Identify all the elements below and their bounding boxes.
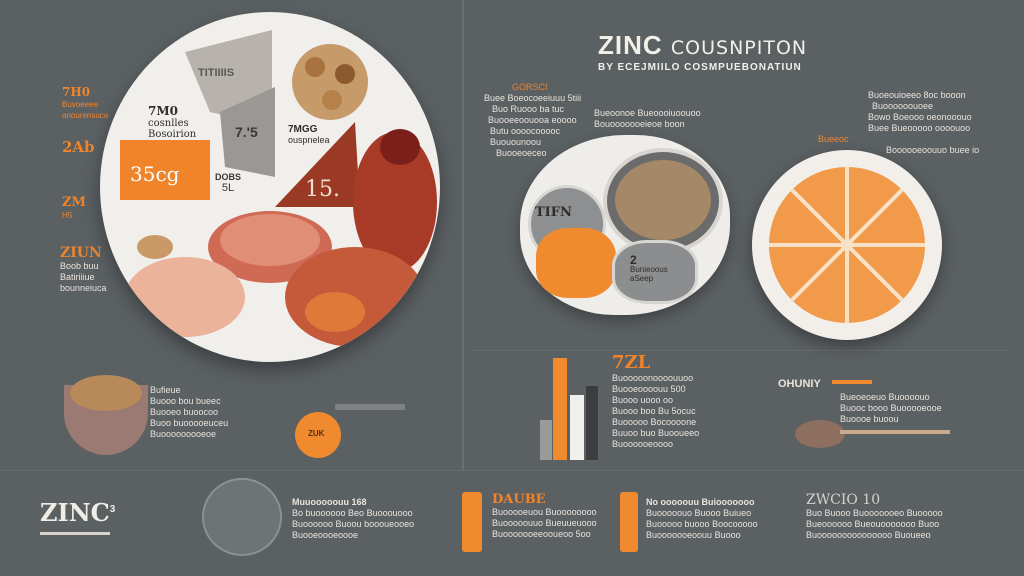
nuts-left xyxy=(137,235,173,259)
plate-segments xyxy=(120,30,437,347)
plate-zinc-segment: 7MGG ouspnelea xyxy=(288,124,330,145)
bar-2 xyxy=(553,358,567,460)
left-label-4: ZIUN Boob buu Batiriiiue bounneiuca xyxy=(60,245,107,293)
meat-right xyxy=(353,132,437,272)
grey-bowl-2 xyxy=(612,240,698,304)
callout-notes: Bueoonoe Bueoooiuoouoo Bouooooooeieoe bo… xyxy=(594,108,701,129)
plate-small-segment: DOBS 5L xyxy=(215,172,242,194)
orange-slices xyxy=(769,167,925,323)
blob-small-text: 2 Bunieoous aSeep xyxy=(630,253,668,283)
lower-right-notes: Bueoeoeuo Buoooouo Buooc booo Buooooeooe… xyxy=(840,392,942,424)
bar-4 xyxy=(586,386,598,460)
nut-bowl-left xyxy=(64,375,148,455)
meat-bottom xyxy=(285,247,425,347)
orange-food xyxy=(536,228,616,298)
food-plate: TITIIIIS 7M0 cosnlles Bosoirion 7.'5 7MG… xyxy=(100,12,440,362)
plate-top-label: TITIIIIS xyxy=(198,67,235,79)
plate-orange-label: 35cg xyxy=(130,162,180,186)
plate-zinc-block: 7M0 cosnlles Bosoirion xyxy=(148,104,197,140)
center-divider xyxy=(462,0,464,470)
shrimp-pile xyxy=(125,257,245,337)
footer-col-4: ZWCIO 10 Buo Buooo Buooooooeo Buooooo Bu… xyxy=(806,492,943,540)
footer-logo: ZINC3 xyxy=(40,498,116,527)
bar-1 xyxy=(540,420,552,460)
nut-bowl xyxy=(603,148,723,254)
footer-col-2: DAUBE Buooooeuou Buoooooooo Buooooouuo B… xyxy=(492,492,597,539)
segment-grey-mid xyxy=(220,87,275,177)
left-label-3: ZM H5 xyxy=(62,195,86,220)
ball-bar xyxy=(335,404,405,410)
footer-col-1: Muuooooouu 168 Bo buoooooo Beo Buooouooo… xyxy=(292,497,415,540)
blob-label: TIFN xyxy=(535,205,572,220)
footer-logo-underline xyxy=(40,532,110,535)
segment-orange xyxy=(120,140,210,200)
footer-icon-1 xyxy=(462,492,482,552)
bar-3 xyxy=(570,395,584,460)
orange-line xyxy=(832,380,872,384)
footer-divider xyxy=(0,470,1024,471)
orange-ball xyxy=(295,412,341,458)
left-label-2: 2Ab xyxy=(62,138,95,156)
spoon-handle xyxy=(840,430,950,434)
lower-left-notes: Bufieue Buooo bou bueec Buooeo buoocoo B… xyxy=(150,385,229,439)
orange-ball-label: ZUK xyxy=(308,429,325,438)
orange-plate xyxy=(752,150,942,340)
plate-segment-75: 7.'5 xyxy=(235,124,258,140)
footer-col-3: No ooooouu Buiooooooo Buooooouo Buooo Bu… xyxy=(646,497,758,540)
middle-notes: GORSCI Buee Boeocoeeiuuu 5tiii Buo Ruooo… xyxy=(484,82,582,158)
left-label-1: 7H0 Buvoeeee anourensuca xyxy=(62,85,109,120)
mid-right-divider xyxy=(470,350,1010,351)
right-notes: Buoeouioeeo 8oc booon Buoooooouoee Bowo … xyxy=(818,90,980,155)
page-subtitle: BY ECEJMIILO COSMPUEBONATIUN xyxy=(598,62,802,73)
plate-meat-label: 15. xyxy=(305,177,340,202)
spoon xyxy=(795,420,845,448)
footer-badge xyxy=(202,478,282,556)
lower-right-head: OHUNIY xyxy=(778,378,821,390)
segment-red xyxy=(275,122,360,207)
lower-mid-notes: 7ZL Buooooonoooouuoo Buooeoooouu 500 Buo… xyxy=(612,352,700,449)
page-title: ZINC COUSNPITON xyxy=(598,30,808,60)
footer-icon-2 xyxy=(620,492,638,552)
